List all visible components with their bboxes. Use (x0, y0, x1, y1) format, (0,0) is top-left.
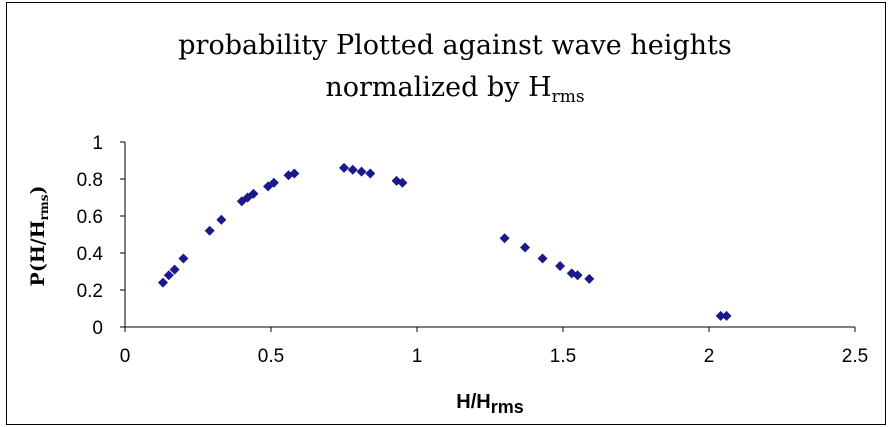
x-tick-label: 0 (120, 346, 131, 367)
y-tick-label: 0 (92, 318, 103, 339)
data-point (339, 162, 349, 173)
data-point (584, 273, 595, 284)
data-point (216, 214, 227, 225)
y-axis-label-close: ) (27, 186, 49, 195)
x-axis-label-main: H/H (456, 391, 490, 413)
x-axis-label: H/Hrms (456, 391, 523, 417)
data-point (537, 253, 548, 264)
chart-title-line1: probability Plotted against wave heights (178, 30, 732, 61)
data-point (163, 270, 174, 281)
y-tick-label: 0.2 (77, 281, 103, 302)
data-point (248, 188, 259, 199)
data-point (365, 168, 376, 179)
chart-frame (6, 2, 886, 425)
data-point (397, 177, 408, 188)
data-point (715, 310, 726, 321)
data-point (347, 164, 358, 175)
data-point (572, 270, 583, 281)
x-tick-label: 1.5 (550, 346, 576, 367)
y-tick-label: 0.4 (77, 244, 104, 265)
chart-title-line2: normalized by Hrms (325, 72, 584, 107)
data-point (520, 242, 531, 253)
chart-title-line2-main: normalized by H (325, 72, 551, 103)
data-point (178, 253, 189, 264)
data-point (157, 277, 168, 288)
data-point (289, 168, 300, 179)
y-axis-label-main: P(H/H (27, 220, 49, 286)
y-tick-label: 0.8 (77, 170, 103, 191)
y-tick-label: 1 (92, 133, 103, 154)
y-axis-ticks: 0 0.2 0.4 0.6 0.8 1 (77, 133, 125, 339)
x-tick-label: 2.5 (842, 346, 868, 367)
data-point (204, 225, 215, 236)
y-axis-label: P(H/Hrms) (27, 186, 51, 287)
data-point (499, 233, 510, 244)
x-tick-label: 0.5 (258, 346, 284, 367)
data-point (268, 177, 279, 188)
data-point (555, 260, 566, 271)
data-points (157, 162, 732, 321)
data-point (356, 166, 367, 177)
x-axis-label-subscript: rms (491, 397, 524, 417)
chart-title-line2-subscript: rms (552, 87, 585, 107)
x-axis-ticks: 0 0.5 1 1.5 2 2.5 (120, 327, 868, 367)
x-tick-label: 1 (412, 346, 423, 367)
data-point (169, 264, 180, 275)
x-tick-label: 2 (704, 346, 715, 367)
data-point (721, 310, 732, 321)
y-tick-label: 0.6 (77, 207, 103, 228)
y-axis-label-subscript: rms (37, 194, 51, 220)
